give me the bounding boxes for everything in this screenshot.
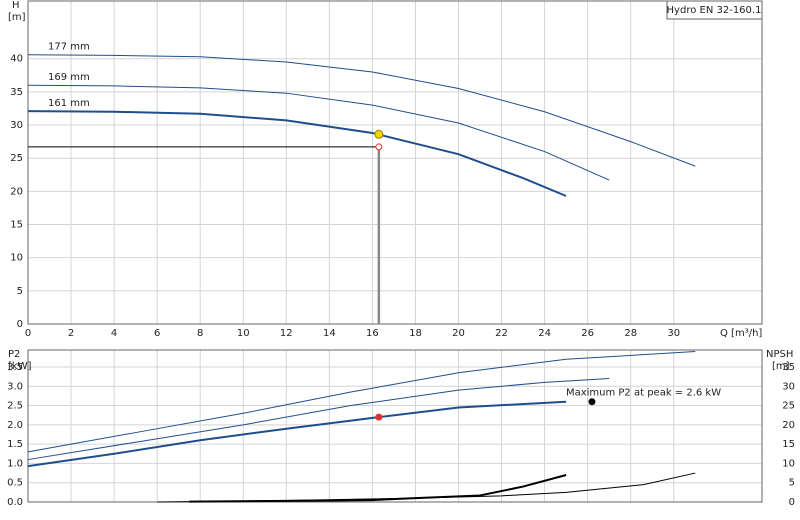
- x-tick-label: 2: [68, 328, 74, 339]
- y2-tick-label: 5: [789, 478, 795, 489]
- y-tick-label: 35: [10, 87, 23, 98]
- y2-tick-label: 0: [789, 497, 795, 508]
- y2-tick-label: 35: [782, 362, 795, 373]
- curve: [27, 351, 696, 453]
- y-tick-label: 15: [10, 220, 23, 231]
- y-tick-label: 1.5: [7, 439, 23, 450]
- annotation-text: Maximum P2 at peak = 2.6 kW: [566, 388, 721, 399]
- y-tick-label: 20: [10, 186, 23, 197]
- curve-label: 177 mm: [48, 42, 90, 53]
- curve: [157, 472, 696, 503]
- y-tick-label: 10: [10, 253, 23, 264]
- y2-tick-label: 30: [782, 381, 795, 392]
- y-tick-label: 30: [10, 120, 23, 131]
- y-tick-label: 40: [10, 54, 23, 65]
- duty-point: [375, 143, 383, 151]
- y-tick-label: 5: [17, 286, 23, 297]
- x-tick-label: 4: [111, 328, 117, 339]
- y2-tick-label: 25: [782, 401, 795, 412]
- x-axis-label: Q [m³/h]: [720, 328, 762, 339]
- y-tick-label: 0.5: [7, 478, 23, 489]
- operating-point: [374, 129, 384, 139]
- power-marker: [375, 413, 383, 421]
- y-tick-label: 25: [10, 153, 23, 164]
- curve: [27, 400, 567, 468]
- curve: [27, 378, 610, 461]
- y2-axis-label: NPSH: [766, 349, 793, 360]
- title-box: [666, 0, 763, 20]
- y-tick-label: 0.0: [7, 497, 23, 508]
- y-axis-unit: [kW]: [8, 361, 32, 372]
- y2-tick-label: 10: [782, 458, 795, 469]
- y-tick-label: 2.5: [7, 401, 23, 412]
- y-tick-label: 0: [17, 319, 23, 330]
- x-tick-label: 20: [452, 328, 465, 339]
- x-tick-label: 28: [624, 328, 637, 339]
- y2-tick-label: 20: [782, 420, 795, 431]
- x-tick-label: 6: [154, 328, 160, 339]
- plot-frame: [27, 349, 763, 503]
- x-tick-label: 16: [366, 328, 379, 339]
- curve-label: 161 mm: [48, 98, 90, 109]
- y-axis-label: H: [12, 0, 20, 11]
- curve-label: 169 mm: [48, 72, 90, 83]
- x-tick-label: 30: [667, 328, 680, 339]
- y-axis-unit: [m]: [8, 12, 26, 23]
- curve: [189, 474, 567, 503]
- x-tick-label: 26: [581, 328, 594, 339]
- x-tick-label: 8: [197, 328, 203, 339]
- y-tick-label: 1.0: [7, 458, 23, 469]
- x-tick-label: 22: [495, 328, 508, 339]
- curve: [27, 54, 696, 167]
- y-tick-label: 3.5: [7, 362, 23, 373]
- annotation-dot: [588, 398, 596, 406]
- y-axis-label: P2: [8, 349, 20, 360]
- curve: [27, 110, 567, 197]
- x-tick-label: 14: [323, 328, 336, 339]
- curve: [27, 84, 610, 181]
- chart-title: Hydro EN 32-160.1: [667, 5, 762, 16]
- x-tick-label: 18: [409, 328, 422, 339]
- y2-tick-label: 15: [782, 439, 795, 450]
- plot-frame: [27, 0, 763, 325]
- x-tick-label: 24: [538, 328, 551, 339]
- y2-axis-unit: [m]: [772, 361, 790, 372]
- x-tick-label: 10: [237, 328, 250, 339]
- x-tick-label: 0: [25, 328, 31, 339]
- x-tick-label: 12: [280, 328, 293, 339]
- y-tick-label: 3.0: [7, 381, 23, 392]
- y-tick-label: 2.0: [7, 420, 23, 431]
